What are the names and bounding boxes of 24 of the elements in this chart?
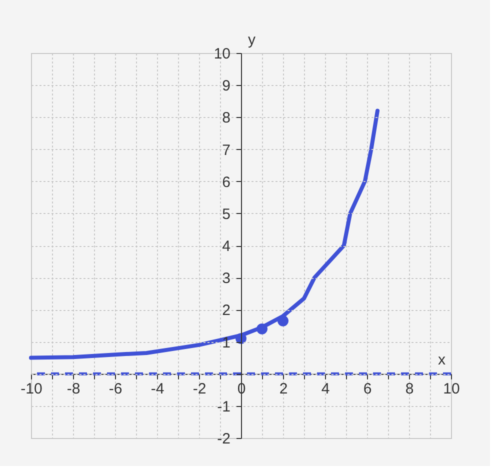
y-tick-label: -1 [217, 398, 230, 416]
x-tick-label: -8 [66, 380, 80, 398]
y-tick-label: 6 [222, 174, 230, 191]
y-axis-title: y [248, 32, 256, 48]
x-tick-label: -6 [108, 380, 122, 398]
x-tick-label: 4 [321, 380, 330, 398]
x-tick-label: 2 [279, 380, 288, 398]
y-tick-label: 10 [214, 46, 230, 62]
y-tick-label: 3 [222, 270, 230, 288]
y-tick-label: 7 [222, 142, 230, 159]
x-tick-label: -2 [192, 380, 206, 398]
y-tick-label: -2 [217, 430, 230, 448]
line-series [29, 108, 380, 360]
x-axis-title: x [438, 351, 446, 368]
x-tick-label: 10 [443, 380, 460, 398]
y-tick-label: 2 [222, 302, 230, 320]
x-tick-label: 6 [363, 380, 372, 398]
y-tick-label: 4 [222, 238, 230, 255]
x-tick-label: -10 [20, 380, 42, 398]
y-tick-label: 9 [222, 78, 230, 95]
x-tick-label: -4 [150, 380, 164, 398]
y-tick-label: 8 [222, 110, 230, 127]
y-tick-label: 5 [222, 206, 230, 223]
x-tick-label: 8 [405, 380, 414, 398]
